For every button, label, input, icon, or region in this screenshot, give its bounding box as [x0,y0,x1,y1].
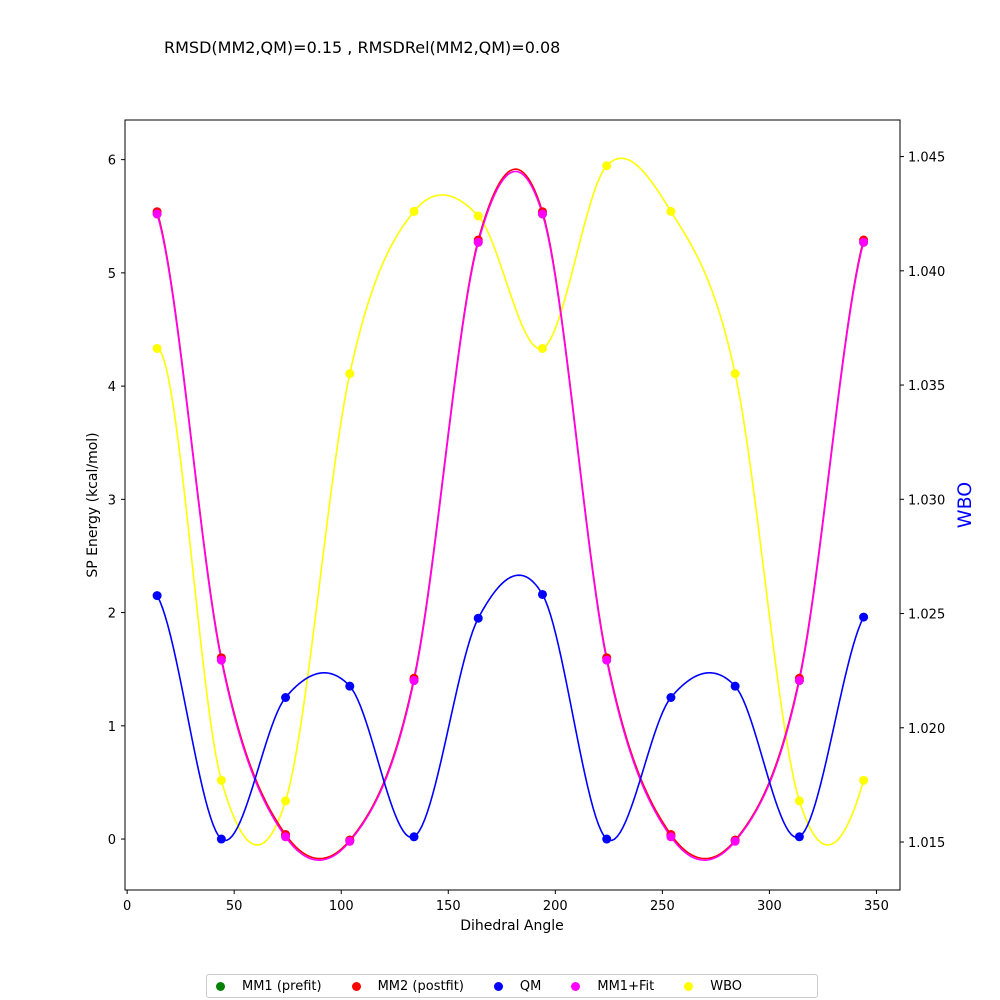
legend-label: MM1+Fit [597,978,655,994]
y-axis-label: SP Energy (kcal/mol) [85,432,101,577]
y-tick-label: 6 [108,154,116,169]
data-point-mm1-fit [794,676,804,686]
chart-title: RMSD(MM2,QM)=0.15 , RMSDRel(MM2,QM)=0.08 [164,38,561,57]
data-point-qm [537,589,547,599]
x-tick-label: 350 [864,899,889,914]
legend-label: WBO [710,978,742,994]
data-point-mm1-fit [602,655,612,665]
y-tick-label: 3 [108,493,116,508]
x-tick-label: 250 [650,899,675,914]
legend-item-qm: QM [493,978,542,994]
y-tick-label: 4 [108,380,116,395]
x-axis-label: Dihedral Angle [460,918,564,934]
data-point-wbo [281,796,291,806]
legend-marker [493,981,503,991]
data-point-qm [730,681,740,691]
legend-label: MM1 (prefit) [242,978,322,994]
data-point-qm [152,591,162,601]
data-point-wbo [666,206,676,216]
data-point-wbo [216,775,226,785]
y2-axis-label: WBO [954,482,976,528]
plot-frame [124,119,901,891]
data-point-mm1-fit [537,209,547,219]
y-tick-label: 0 [108,833,116,848]
data-point-mm1-fit [345,836,355,846]
data-point-qm [859,612,869,622]
y2-tick-label: 1.035 [908,379,945,394]
data-point-qm [409,832,419,842]
data-point-qm [345,681,355,691]
data-point-wbo [794,796,804,806]
y-tick-label: 2 [108,607,116,622]
data-point-wbo [602,161,612,171]
y2-tick-label: 1.025 [908,608,945,623]
legend-item-mm1-prefit: MM1 (prefit) [216,979,322,994]
data-point-mm1-fit [859,237,869,247]
legend-label: MM2 (postfit) [377,978,464,994]
y2-tick-label: 1.030 [908,493,945,508]
y2-tick-label: 1.020 [908,722,945,737]
legend-item-mm1-fit: MM1+Fit [571,979,654,994]
data-point-wbo [730,369,740,379]
data-point-wbo [152,343,162,353]
legend-item-wbo: WBO [684,979,742,994]
y2-tick-label: 1.015 [908,836,945,851]
data-point-qm [666,693,676,702]
data-point-qm [281,693,291,702]
x-tick-label: 150 [436,899,461,914]
data-point-wbo [859,775,869,785]
data-point-wbo [409,206,419,216]
y2-tick-label: 1.040 [908,265,945,280]
x-tick-label: 50 [226,899,243,914]
data-point-mm1-fit [409,676,419,686]
x-tick-label: 200 [543,899,568,914]
data-point-qm [216,834,226,844]
legend-label: QM [519,978,542,994]
series-line-mm1-fit [156,170,865,861]
legend-marker [684,981,694,991]
series-line-wbo [156,157,865,846]
data-point-mm1-fit [281,832,291,842]
x-tick-label: 0 [123,899,131,914]
y2-tick-label: 1.045 [908,151,945,166]
x-tick-label: 100 [329,899,354,914]
data-point-mm1-fit [666,832,676,842]
data-point-qm [794,832,804,842]
x-tick-label: 300 [757,899,782,914]
legend: MM1 (prefit) MM2 (postfit) QM MM1+Fit WBO [206,974,818,998]
data-point-wbo [473,211,483,221]
series-line-qm [156,574,865,842]
data-point-qm [602,834,612,844]
y-tick-label: 1 [108,720,116,735]
data-point-mm1-fit [152,209,162,219]
legend-marker [216,981,225,991]
y-tick-label: 5 [108,267,116,282]
data-point-wbo [537,343,547,353]
data-point-mm1-fit [216,655,226,665]
data-point-qm [473,613,483,623]
legend-item-mm2-postfit: MM2 (postfit) [351,978,464,994]
data-point-wbo [345,369,355,379]
data-point-mm1-fit [473,237,483,247]
legend-marker [351,981,361,991]
legend-marker [571,981,581,991]
data-point-mm1-fit [730,836,740,846]
